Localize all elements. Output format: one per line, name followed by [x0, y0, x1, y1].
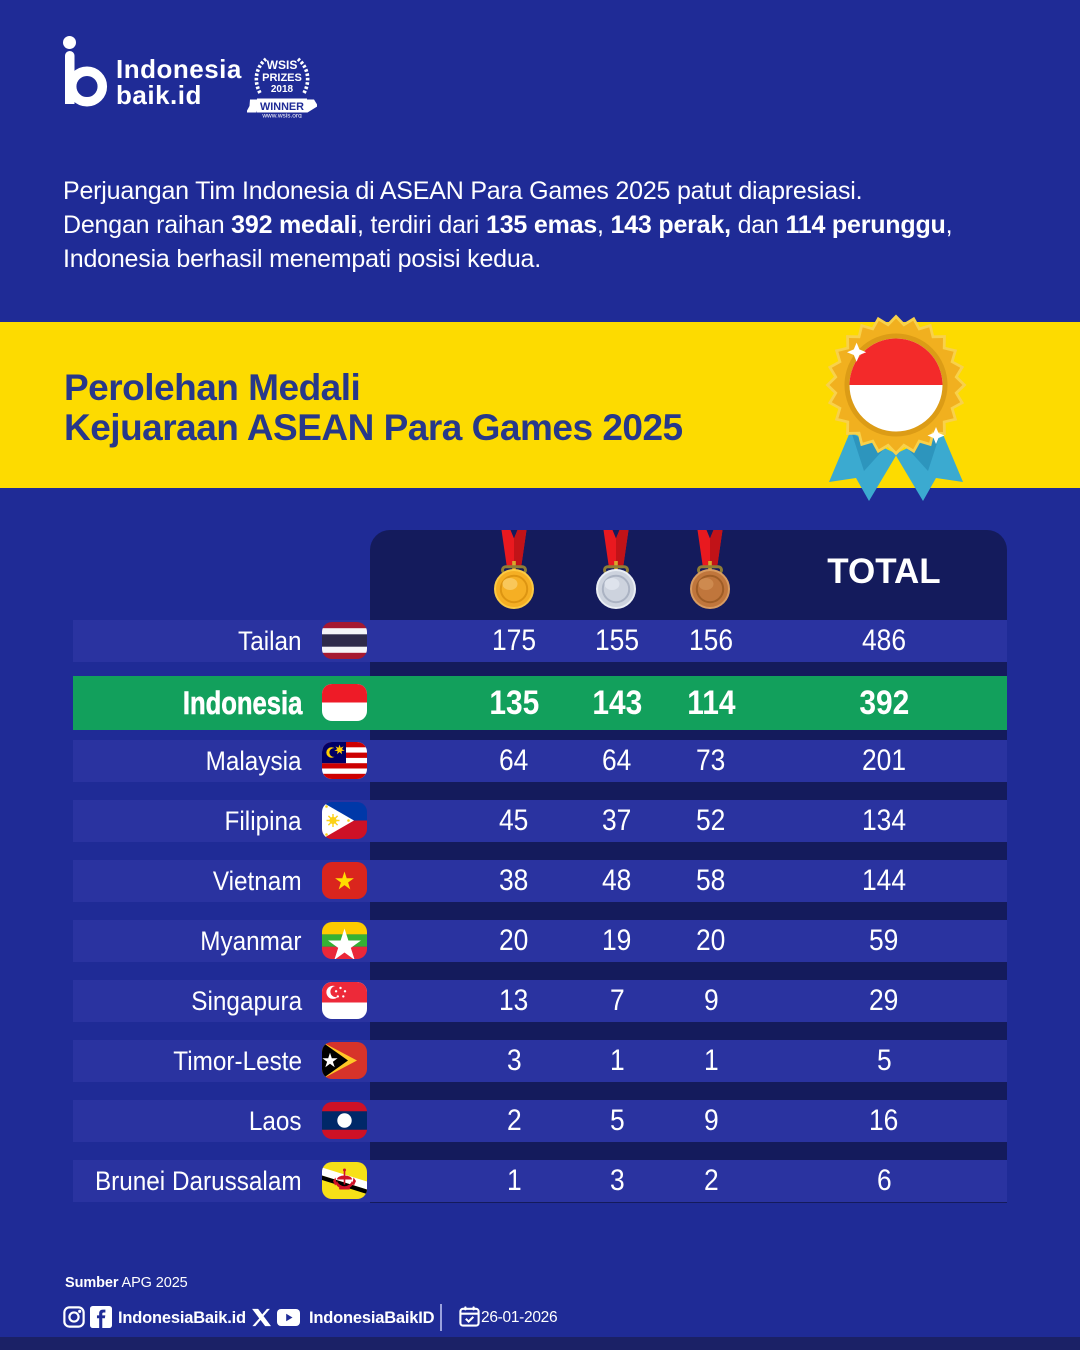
- svg-text:2018: 2018: [271, 84, 294, 95]
- svg-text:www.wsis.org: www.wsis.org: [261, 113, 302, 119]
- svg-text:WSIS: WSIS: [267, 58, 298, 72]
- svg-text:WINNER: WINNER: [260, 101, 304, 113]
- svg-text:PRIZES: PRIZES: [262, 72, 302, 84]
